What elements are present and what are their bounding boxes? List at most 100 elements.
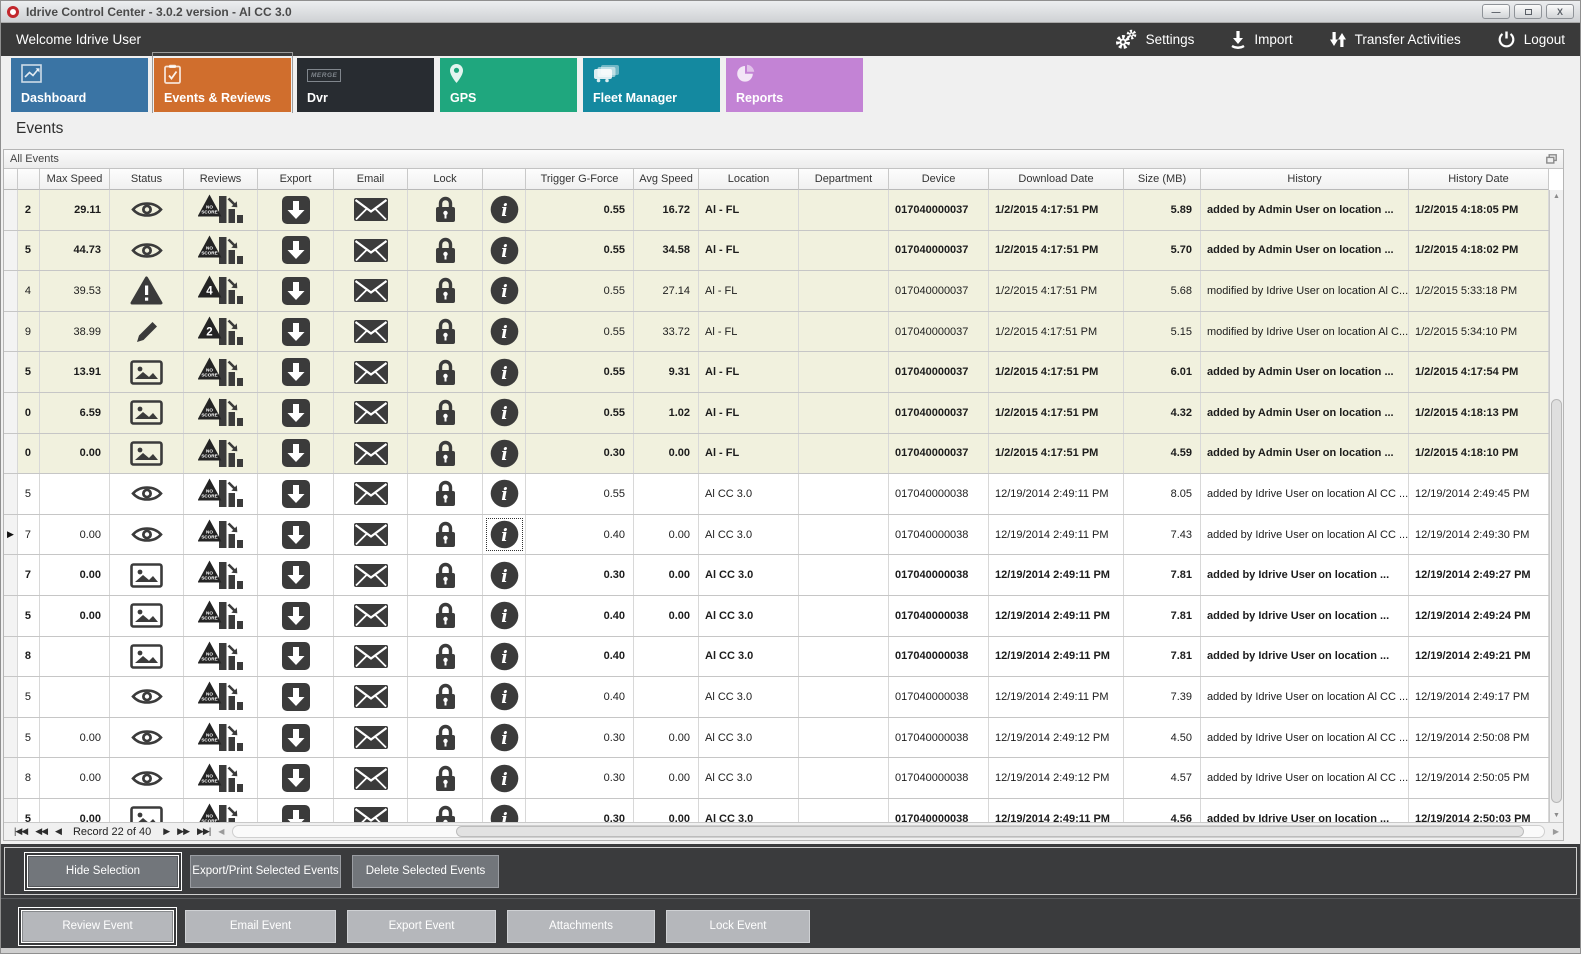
info-icon[interactable]: i: [483, 433, 526, 474]
export-icon[interactable]: [258, 595, 334, 636]
info-icon[interactable]: i: [483, 474, 526, 514]
nav-first-button[interactable]: |◀◀: [14, 826, 28, 836]
eye-icon[interactable]: [110, 677, 184, 717]
tab-gps[interactable]: GPS: [440, 58, 577, 112]
table-row[interactable]: 2 29.11 NO SCORE i 0.55 16.72 Al - FL 0170400000…: [4, 190, 1549, 231]
eye-icon[interactable]: [110, 474, 184, 514]
column-header-location[interactable]: Location: [699, 169, 799, 190]
email-icon[interactable]: [334, 311, 408, 352]
table-row[interactable]: 4 39.53 4 i 0.55 27.14 Al - FL 017040000037 1/2/…: [4, 271, 1549, 312]
review-score-icon[interactable]: NO SCORE: [184, 717, 258, 758]
info-icon[interactable]: i: [483, 190, 526, 230]
minimize-button[interactable]: —: [1482, 4, 1510, 19]
info-icon[interactable]: i: [483, 271, 526, 311]
nav-next-page-button[interactable]: ▶▶: [177, 826, 190, 836]
column-header-id[interactable]: [18, 169, 40, 190]
info-icon[interactable]: i: [483, 717, 526, 758]
column-header-history-date[interactable]: History Date: [1409, 169, 1549, 190]
table-row[interactable]: 5 NO SCORE i 0.40 Al CC 3.0 017040000038 12/19/…: [4, 677, 1549, 718]
table-row[interactable]: 0 0.00 NO SCORE i 0.30 0.00 Al - FL 017040000037…: [4, 433, 1549, 475]
lock-icon[interactable]: [408, 230, 483, 271]
table-row[interactable]: 5 NO SCORE i 0.55 Al CC 3.0 017040000038 12/19/…: [4, 474, 1549, 515]
logout-button[interactable]: Logout: [1497, 30, 1565, 49]
image-icon[interactable]: [110, 352, 184, 392]
eye-icon[interactable]: [110, 230, 184, 271]
lock-icon[interactable]: [408, 474, 483, 514]
column-header-department[interactable]: Department: [799, 169, 889, 190]
export-icon[interactable]: [258, 514, 334, 555]
review-score-icon[interactable]: NO SCORE: [184, 758, 258, 798]
review-score-icon[interactable]: NO SCORE: [184, 677, 258, 717]
review-score-icon[interactable]: 4: [184, 271, 258, 311]
image-icon[interactable]: [110, 392, 184, 433]
export-icon[interactable]: [258, 311, 334, 352]
info-icon[interactable]: i: [483, 555, 526, 595]
export-icon[interactable]: [258, 474, 334, 514]
info-icon[interactable]: i: [483, 677, 526, 717]
transfer-activities-button[interactable]: Transfer Activities: [1329, 30, 1461, 49]
lock-icon[interactable]: [408, 717, 483, 758]
tab-fleet-manager[interactable]: Fleet Manager: [583, 58, 720, 112]
image-icon[interactable]: [110, 636, 184, 677]
table-row[interactable]: 9 38.99 2 i 0.55 33.72 Al - FL 017040000037 1/2/…: [4, 311, 1549, 353]
lock-icon[interactable]: [408, 190, 483, 230]
review-score-icon[interactable]: NO SCORE: [184, 352, 258, 392]
export-icon[interactable]: [258, 758, 334, 798]
email-icon[interactable]: [334, 433, 408, 474]
review-score-icon[interactable]: NO SCORE: [184, 392, 258, 433]
export-icon[interactable]: [258, 717, 334, 758]
column-header-trigger-g-force[interactable]: Trigger G-Force: [526, 169, 634, 190]
email-icon[interactable]: [334, 758, 408, 798]
lock-icon[interactable]: [408, 271, 483, 311]
review-score-icon[interactable]: 2: [184, 311, 258, 352]
vertical-scrollbar[interactable]: ▲ ▼: [1549, 190, 1563, 822]
eye-icon[interactable]: [110, 717, 184, 758]
export-icon[interactable]: [258, 677, 334, 717]
settings-button[interactable]: Settings: [1114, 29, 1194, 50]
review-score-icon[interactable]: NO SCORE: [184, 474, 258, 514]
lock-icon[interactable]: [408, 636, 483, 677]
lock-icon[interactable]: [408, 433, 483, 474]
column-header-size-mb-[interactable]: Size (MB): [1124, 169, 1201, 190]
image-icon[interactable]: [110, 798, 184, 822]
export-icon[interactable]: [258, 190, 334, 230]
email-icon[interactable]: [334, 230, 408, 271]
table-row[interactable]: ▶ 7 0.00 NO SCORE i 0.40 0.00 Al CC 3.0 017040000…: [4, 514, 1549, 556]
scroll-left-icon[interactable]: ◀: [218, 827, 225, 836]
tab-reports[interactable]: Reports: [726, 58, 863, 112]
column-header-download-date[interactable]: Download Date: [989, 169, 1124, 190]
info-icon[interactable]: i: [483, 352, 526, 392]
email-icon[interactable]: [334, 352, 408, 392]
column-header-device[interactable]: Device: [889, 169, 989, 190]
table-row[interactable]: 8 0.00 NO SCORE i 0.30 0.00 Al CC 3.0 0170400000…: [4, 758, 1549, 799]
tab-dashboard[interactable]: Dashboard: [11, 58, 148, 112]
email-icon[interactable]: [334, 190, 408, 230]
lock-icon[interactable]: [408, 758, 483, 798]
info-icon[interactable]: i: [483, 758, 526, 798]
review-score-icon[interactable]: NO SCORE: [184, 798, 258, 822]
column-header-reviews[interactable]: Reviews: [184, 169, 258, 190]
column-header-email[interactable]: Email: [334, 169, 408, 190]
table-row[interactable]: 8 NO SCORE i 0.40 Al CC 3.0 017040000038 12/19/…: [4, 636, 1549, 678]
lock-icon[interactable]: [408, 555, 483, 595]
maximize-button[interactable]: [1514, 4, 1542, 19]
nav-prev-button[interactable]: ◀: [55, 826, 62, 836]
table-row[interactable]: 5 0.00 NO SCORE i 0.40 0.00 Al CC 3.0 0170400000…: [4, 595, 1549, 637]
nav-last-button[interactable]: ▶▶|: [197, 826, 211, 836]
lock-icon[interactable]: [408, 798, 483, 822]
tab-dvr[interactable]: MERGE Dvr: [297, 58, 434, 112]
eye-icon[interactable]: [110, 514, 184, 555]
eye-icon[interactable]: [110, 758, 184, 798]
lock-icon[interactable]: [408, 311, 483, 352]
export-icon[interactable]: [258, 352, 334, 392]
vertical-scrollbar-thumb[interactable]: [1551, 398, 1562, 804]
email-icon[interactable]: [334, 677, 408, 717]
export-icon[interactable]: [258, 636, 334, 677]
table-row[interactable]: 5 44.73 NO SCORE i 0.55 34.58 Al - FL 0170400000…: [4, 230, 1549, 272]
export-icon[interactable]: [258, 271, 334, 311]
email-icon[interactable]: [334, 798, 408, 822]
close-button[interactable]: X: [1546, 4, 1574, 19]
column-header-history[interactable]: History: [1201, 169, 1409, 190]
email-icon[interactable]: [334, 514, 408, 555]
tab-events-reviews[interactable]: Events & Reviews: [152, 52, 293, 113]
